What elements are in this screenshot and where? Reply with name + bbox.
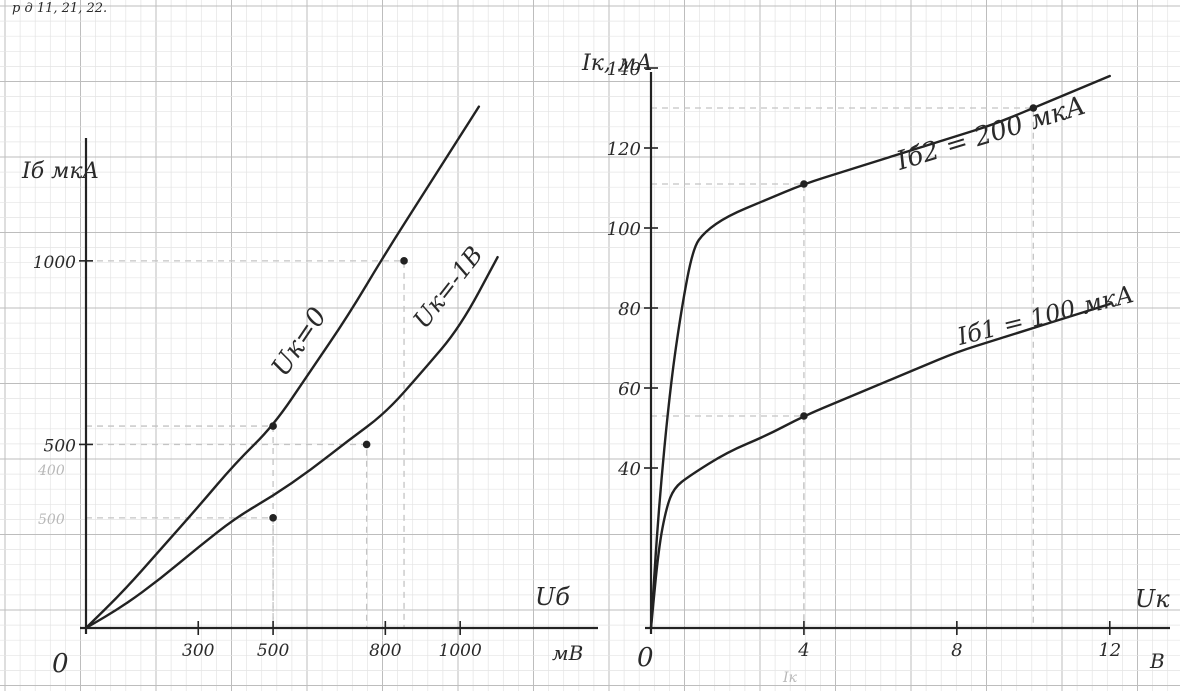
markers — [269, 257, 408, 522]
tick-marks — [79, 260, 461, 635]
x-tick-label: 12 — [1098, 640, 1121, 661]
series-curve-0 — [649, 74, 1111, 630]
pencil-annotation-400: 400 — [37, 463, 65, 479]
tick-marks — [644, 67, 1111, 635]
origin-label: 0 — [637, 643, 654, 673]
y-tick-label: 100 — [607, 219, 641, 240]
x-tick-label: 500 — [257, 641, 290, 661]
header-fragment: р д 11, 21, 22. — [12, 1, 107, 16]
x-axis-label: Uк — [1135, 585, 1170, 613]
y-tick-label: 500 — [44, 436, 77, 456]
pencil-annotation-500: 500 — [38, 512, 65, 528]
data-point-marker — [1029, 104, 1038, 112]
x-tick-label: 8 — [951, 640, 962, 661]
y-axis-label: Iк, мА — [581, 51, 653, 76]
series-curve-1 — [84, 255, 499, 630]
data-point-marker — [400, 257, 408, 265]
pencil-guides — [651, 107, 1034, 628]
x-tick-label: 4 — [797, 640, 809, 661]
axes — [80, 138, 598, 634]
y-tick-label: 60 — [618, 379, 641, 400]
series-curve-0 — [84, 105, 481, 630]
origin-label: 0 — [52, 649, 69, 679]
data-point-marker — [800, 180, 808, 188]
axes — [645, 72, 1170, 634]
data-point-marker — [269, 514, 277, 522]
x-tick-label: 300 — [182, 641, 215, 661]
y-tick-label: 1000 — [33, 253, 76, 273]
x-unit-label: мВ — [552, 641, 583, 665]
pencil-guide-line — [86, 260, 405, 628]
y-axis-label: Iб мкА — [21, 159, 99, 184]
x-unit-label: В — [1149, 649, 1165, 673]
data-point-marker — [269, 422, 277, 430]
y-tick-label: 40 — [617, 459, 641, 480]
y-tick-label: 120 — [607, 139, 641, 160]
x-axis-label: Uб — [535, 583, 570, 611]
x-tick-label: 800 — [369, 641, 402, 661]
y-tick-label: 80 — [618, 299, 641, 320]
y-tick-label: 140 — [607, 59, 641, 80]
x-tick-label: 1000 — [439, 641, 482, 661]
markers — [800, 104, 1038, 420]
pencil-annotation-ik: Iк — [782, 670, 798, 686]
data-point-marker — [362, 440, 371, 449]
pencil-guide-line — [651, 107, 1034, 628]
data-point-marker — [800, 412, 808, 420]
curves — [84, 105, 499, 630]
